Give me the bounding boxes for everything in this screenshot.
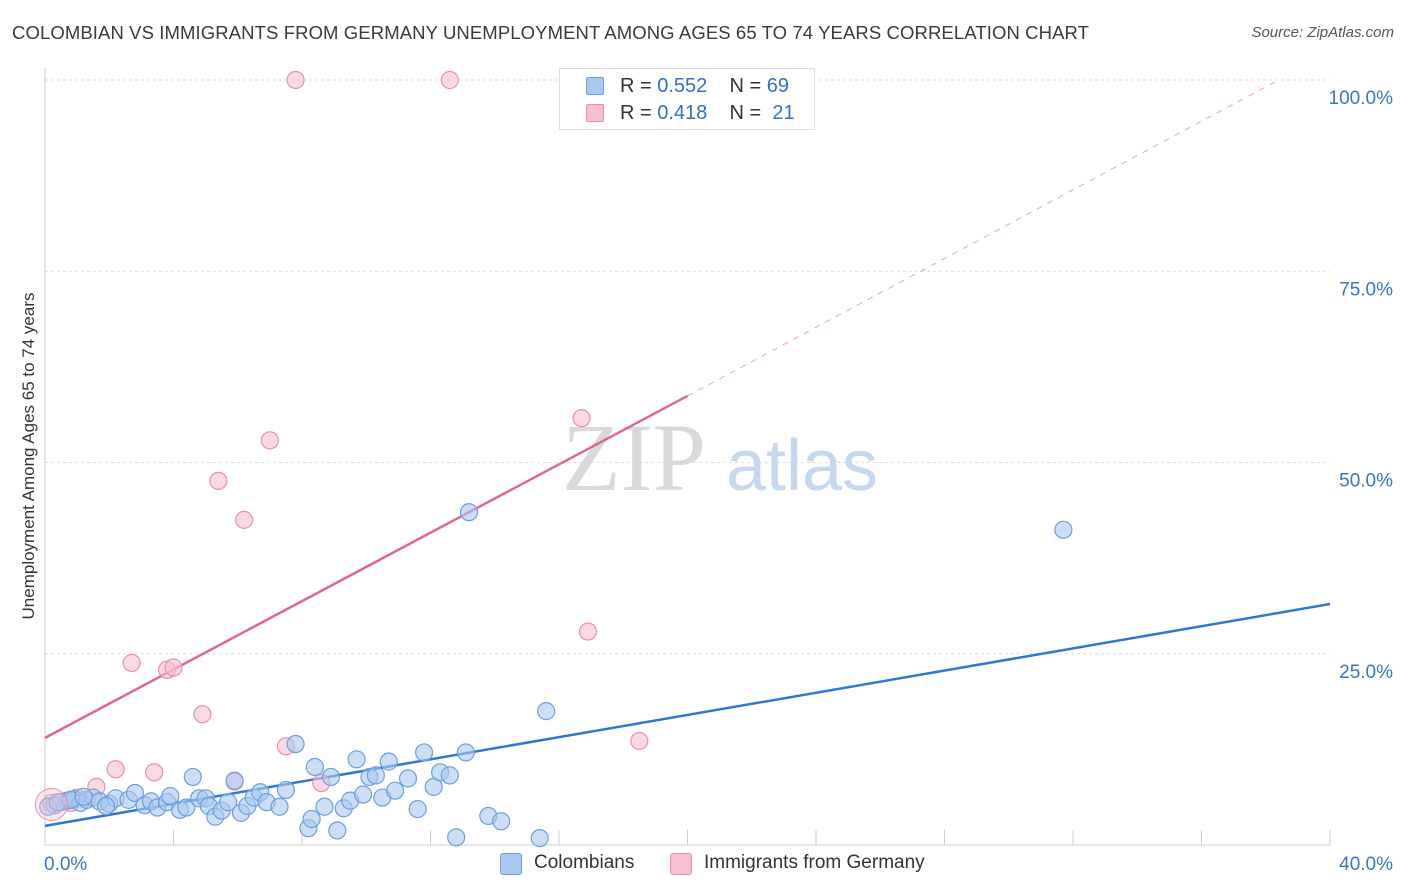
source-label: Source: ZipAtlas.com	[1251, 24, 1394, 41]
point-germany	[260, 431, 279, 450]
legend-text: R = 0.552 N = 69	[620, 75, 789, 98]
point-germany	[572, 409, 591, 428]
stats-legend: R = 0.552 N = 69 R = 0.418 N = 21	[559, 68, 815, 130]
legend-r-value: 0.418	[657, 102, 708, 124]
point-layer	[34, 70, 1073, 848]
y-tick-label: 100.0%	[1329, 88, 1394, 109]
point-colombians	[161, 786, 180, 806]
point-colombians	[328, 821, 347, 840]
point-colombians	[414, 743, 434, 762]
point-colombians	[353, 785, 373, 804]
point-colombians	[286, 734, 305, 754]
point-colombians	[225, 771, 244, 790]
point-germany	[122, 653, 141, 673]
x-tick-label: 0.0%	[44, 854, 87, 875]
point-colombians	[537, 702, 556, 721]
point-colombians	[305, 757, 324, 777]
point-colombians	[379, 752, 398, 771]
legend-r-value: 0.552	[657, 75, 708, 97]
watermark: ZIP atlas	[562, 404, 878, 511]
legend-n-label: N =	[729, 102, 767, 124]
watermark-atlas: atlas	[726, 426, 878, 506]
legend-n-value: 21	[772, 102, 795, 124]
point-colombians	[315, 797, 334, 816]
point-cluster	[34, 787, 68, 821]
point-colombians	[1054, 520, 1073, 539]
legend-r-label: R =	[620, 75, 658, 97]
point-colombians	[408, 799, 427, 819]
point-germany	[145, 763, 164, 782]
legend-swatch-pink	[586, 104, 604, 122]
point-colombians	[366, 766, 385, 785]
point-colombians	[74, 787, 93, 806]
axis-layer: 25.0% 50.0% 75.0% 100.0% 0.0% 40.0%	[44, 68, 1393, 875]
point-colombians	[125, 783, 145, 803]
grid-layer	[45, 79, 1330, 655]
point-colombians	[270, 797, 289, 816]
point-colombians	[276, 780, 296, 800]
y-tick-label: 50.0%	[1339, 471, 1393, 492]
bottom-legend-swatch-pink	[670, 853, 692, 875]
point-germany	[193, 705, 212, 724]
point-germany	[235, 510, 254, 529]
point-colombians	[456, 743, 475, 762]
point-colombians	[459, 503, 479, 522]
trendline-colombians	[44, 602, 1331, 828]
legend-r-label: R =	[620, 102, 658, 124]
point-colombians	[177, 798, 196, 817]
legend-text: R = 0.418 N = 21	[620, 102, 795, 125]
y-axis-label: Unemployment Among Ages 65 to 74 years	[19, 293, 38, 620]
chart-title: COLOMBIAN VS IMMIGRANTS FROM GERMANY UNE…	[12, 22, 1090, 43]
point-germany	[578, 622, 598, 641]
trendline-germany	[44, 394, 689, 740]
legend-swatch-blue	[586, 77, 604, 95]
point-germany	[440, 70, 459, 90]
point-germany	[630, 731, 649, 751]
point-colombians	[96, 796, 116, 816]
bottom-legend-label: Colombians	[534, 852, 635, 873]
point-colombians	[219, 793, 238, 812]
point-germany	[209, 471, 228, 490]
point-germany	[106, 760, 125, 779]
point-colombians	[398, 769, 418, 788]
y-tick-label: 25.0%	[1339, 662, 1393, 683]
bottom-legend-swatch-blue	[500, 853, 522, 875]
point-colombians	[530, 829, 549, 848]
point-colombians	[386, 781, 405, 800]
x-tick-label: 40.0%	[1339, 854, 1393, 875]
point-colombians	[447, 828, 466, 847]
y-tick-label: 75.0%	[1339, 279, 1393, 300]
point-colombians	[347, 750, 366, 769]
point-colombians	[321, 767, 341, 787]
legend-n-value: 69	[766, 75, 790, 97]
legend-n-label: N =	[729, 75, 767, 97]
point-colombians	[440, 766, 459, 785]
point-colombians	[492, 812, 511, 831]
point-colombians	[302, 809, 321, 829]
trendline-germany	[687, 79, 1279, 397]
point-germany	[286, 70, 305, 90]
point-colombians	[183, 767, 202, 787]
bottom-legend-label: Immigrants from Germany	[704, 852, 925, 873]
point-germany	[164, 658, 183, 677]
